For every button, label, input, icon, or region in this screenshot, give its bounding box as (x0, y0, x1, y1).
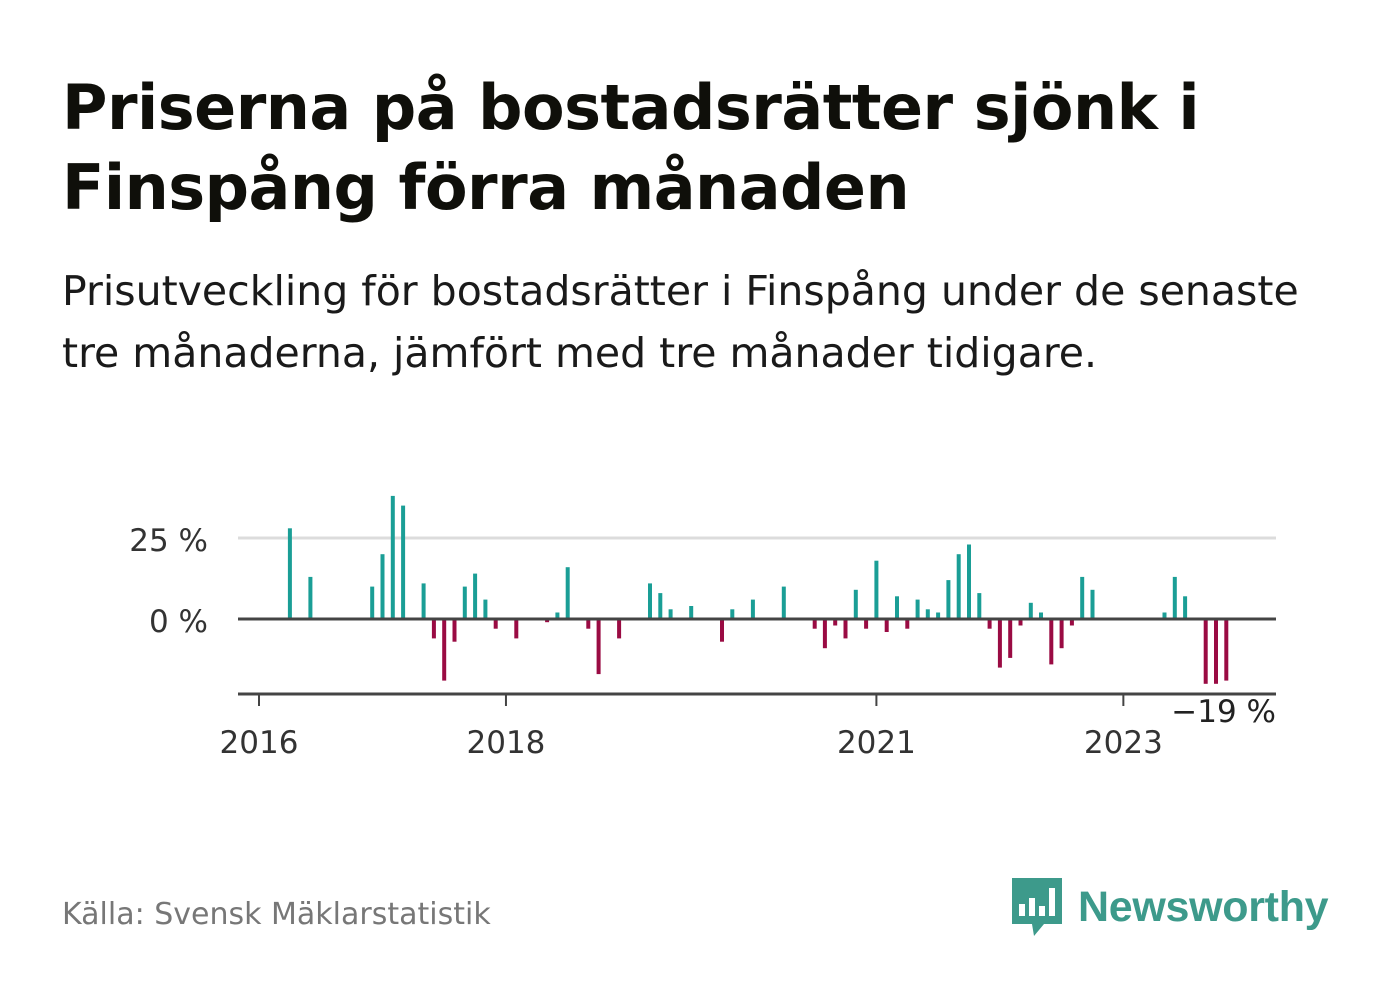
bar-negative (1069, 619, 1074, 626)
bar-positive (853, 589, 858, 619)
bar-positive (895, 596, 899, 619)
tick-labels: 0 %25 %2016 2018 2021 2023−19 %−19 % (129, 523, 1279, 761)
bar-negative (1049, 619, 1054, 665)
y-tick-label: 0 % (149, 604, 208, 640)
bar-negative (1214, 619, 1218, 684)
bar-positive (287, 528, 292, 619)
bar-negative (586, 619, 591, 629)
bar-negative (822, 619, 827, 649)
bar-negative (1008, 619, 1013, 658)
bar-negative (1018, 619, 1023, 626)
bars (287, 495, 1229, 684)
bar-positive (370, 586, 375, 619)
bar-positive (874, 560, 879, 619)
bar-positive (658, 593, 663, 619)
bar-positive (462, 586, 467, 619)
bar-positive (1080, 576, 1085, 619)
bar-positive (483, 599, 488, 619)
x-tick-label: 2021 (837, 725, 916, 761)
bar-negative (864, 619, 869, 629)
bar-positive (390, 495, 395, 619)
bar-negative (1203, 619, 1208, 684)
bar-negative (514, 619, 519, 639)
bar-negative (987, 619, 992, 629)
bar-negative (843, 619, 848, 639)
bar-negative (431, 619, 436, 639)
bar-negative (442, 619, 447, 681)
bar-negative (833, 619, 838, 626)
bar-positive (730, 609, 735, 619)
bar-positive (781, 586, 786, 619)
bar-positive (915, 599, 920, 619)
bar-negative (884, 619, 889, 632)
brand-name: Newsworthy (1078, 882, 1329, 931)
bar-negative (1059, 619, 1064, 649)
bar-positive (473, 573, 478, 619)
newsworthy-bar-chart-icon (1012, 878, 1062, 936)
bar-positive (555, 612, 560, 619)
axes (238, 617, 1276, 706)
annotation-label: −19 % (1171, 694, 1276, 730)
bar-positive (1039, 612, 1043, 619)
bar-negative (493, 619, 498, 629)
chart-title: Priserna på bostadsrätter sjönk i Finspå… (62, 71, 1200, 224)
bar-positive (401, 505, 406, 619)
bar-negative (596, 619, 601, 675)
bar-positive (648, 583, 652, 619)
bar-positive (565, 567, 570, 619)
y-tick-label: 25 % (129, 523, 208, 559)
bar-negative (452, 619, 457, 642)
x-tick-label: 2018 (467, 725, 546, 761)
bar-positive (1090, 589, 1095, 619)
source-note: Källa: Svensk Mäklarstatistik (62, 897, 491, 932)
bar-positive (308, 576, 313, 619)
bar-negative (545, 619, 550, 623)
bar-negative (617, 619, 622, 639)
bar-positive (977, 593, 982, 619)
x-tick-label: 2023 (1084, 725, 1163, 761)
bar-negative (720, 619, 724, 642)
x-tick-label: 2016 (220, 725, 299, 761)
bar-positive (1028, 602, 1033, 619)
bar-negative (812, 619, 817, 629)
bar-positive (956, 554, 961, 619)
bar-positive (421, 583, 426, 619)
newsworthy-logo: Newsworthy (1010, 876, 1329, 938)
bar-positive (1172, 576, 1177, 619)
bar-positive (380, 554, 385, 619)
bar-positive (689, 606, 694, 619)
bar-positive (925, 609, 930, 619)
bar-positive (750, 599, 755, 619)
bar-negative (1224, 619, 1229, 681)
annotation-halo: −19 % (1171, 694, 1276, 730)
bar-positive (1183, 596, 1188, 619)
bar-negative (997, 619, 1002, 668)
bar-positive (668, 609, 673, 619)
bar-positive (967, 544, 971, 619)
bar-negative (905, 619, 910, 629)
chart-subtitle: Prisutveckling för bostadsrätter i Finsp… (62, 267, 1299, 377)
bar-positive (1162, 612, 1167, 619)
bar-positive (936, 612, 941, 619)
bar-positive (946, 580, 951, 619)
